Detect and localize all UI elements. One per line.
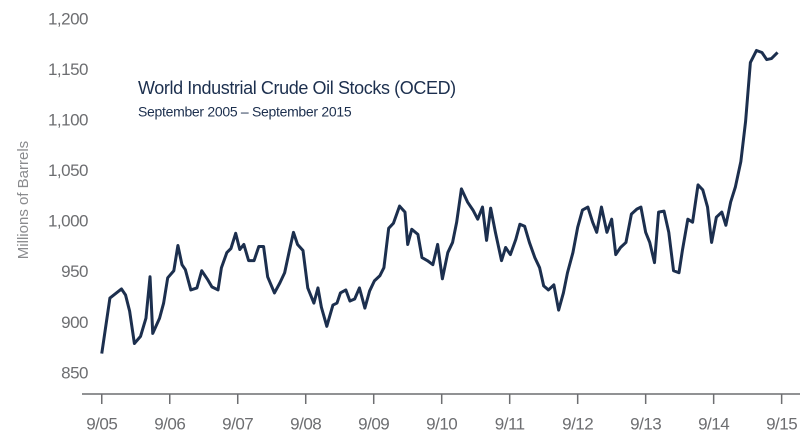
x-tick-label: 9/11 [495,414,525,433]
x-tick-label: 9/13 [630,414,661,433]
x-tick-label: 9/12 [562,414,593,433]
x-tick-label: 9/10 [426,414,457,433]
chart-title: World Industrial Crude Oil Stocks (OCED) [138,78,456,98]
y-axis-label: Millions of Barrels [15,141,32,259]
y-tick-label: 1,050 [48,161,88,180]
x-tick-label: 9/07 [222,414,253,433]
x-tick-label: 9/14 [698,414,729,433]
x-tick-label: 9/09 [358,414,389,433]
y-tick-label: 1,000 [48,212,88,231]
y-tick-label: 1,150 [48,60,88,79]
y-tick-label: 850 [61,363,88,382]
x-tick-label: 9/05 [86,414,117,433]
y-tick-label: 1,200 [48,10,88,29]
x-tick-label: 9/08 [290,414,321,433]
chart-subtitle: September 2005 – September 2015 [138,104,352,120]
data-line [100,48,779,354]
y-tick-label: 1,100 [48,111,88,130]
y-tick-label: 900 [61,313,88,332]
x-tick-label: 9/06 [154,414,185,433]
y-tick-label: 950 [61,262,88,281]
x-tick-label: 9/15 [766,414,797,433]
